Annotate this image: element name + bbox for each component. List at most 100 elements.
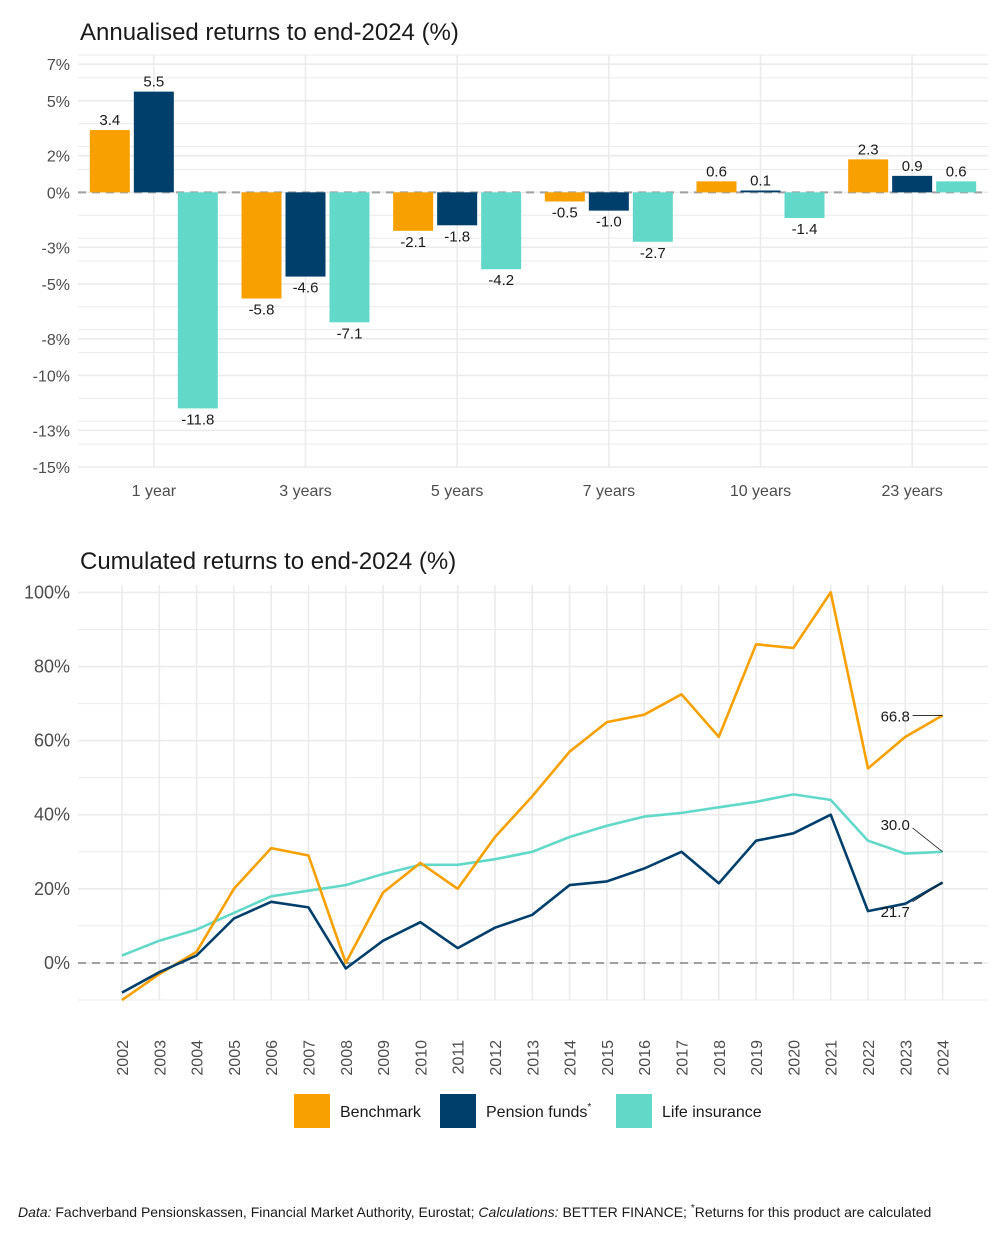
bar-x-tick-label: 1 year	[132, 483, 177, 500]
line-chart-end-labels: 66.8 21.7 30.0	[881, 708, 943, 921]
line-x-tick-label: 2008	[339, 1040, 356, 1076]
bar-data-label: 0.9	[902, 158, 923, 175]
bar-data-label: 0.6	[946, 163, 967, 180]
legend-pension-asterisk: *	[587, 1102, 591, 1113]
legend-pension-text: Pension funds	[486, 1104, 587, 1121]
end-label-pension: 21.7	[881, 904, 910, 921]
cumulated-returns-chart: Cumulated returns to end-2024 (%) 0% 20% 4…	[24, 548, 988, 1076]
line-y-tick-label: 60%	[34, 731, 70, 751]
bar-life	[632, 192, 673, 242]
line-y-tick-label: 80%	[34, 657, 70, 677]
line-x-tick-label: 2009	[376, 1040, 393, 1076]
bar-benchmark	[696, 181, 737, 193]
bar-life	[936, 181, 977, 193]
bar-chart-x-axis: 1 year 3 years 5 years 7 years 10 years 23 ye…	[132, 483, 943, 500]
line-x-tick-label: 2011	[451, 1040, 468, 1075]
bar-data-label: 0.6	[706, 163, 727, 180]
end-label-benchmark: 66.8	[881, 708, 910, 725]
line-x-tick-label: 2017	[675, 1040, 692, 1076]
line-x-tick-label: 2022	[861, 1040, 878, 1076]
bar-life	[329, 192, 370, 323]
line-x-tick-label: 2004	[190, 1040, 207, 1076]
bar-benchmark	[393, 192, 434, 231]
line-x-tick-label: 2013	[525, 1040, 542, 1076]
bar-life	[177, 192, 218, 409]
line-y-tick-label: 0%	[44, 953, 70, 973]
bar-x-tick-label: 23 years	[881, 483, 942, 500]
legend: Benchmark Pension funds* Life insurance	[294, 1094, 762, 1128]
bar-data-label: 5.5	[143, 74, 164, 91]
bar-x-tick-label: 3 years	[279, 483, 331, 500]
legend-swatch-life-insurance	[616, 1094, 652, 1128]
bar-life	[481, 192, 522, 270]
line-series-benchmark	[121, 591, 944, 1002]
line-y-tick-label: 40%	[34, 805, 70, 825]
bar-x-tick-label: 7 years	[583, 483, 635, 500]
bar-benchmark	[544, 192, 585, 202]
line-series-pension	[121, 813, 944, 994]
bar-y-tick-label: -8%	[42, 332, 70, 349]
line-chart-series	[121, 591, 944, 1002]
legend-label-life-insurance: Life insurance	[662, 1104, 762, 1121]
bar-y-tick-label: -3%	[42, 240, 70, 257]
bar-chart-data-labels: 3.4 5.5 -11.8 -5.8 -4.6 -7.1 -2.1 -1.8 -4.2 -0.5 -…	[99, 74, 966, 429]
line-chart-y-axis: 0% 20% 40% 60% 80% 100%	[24, 582, 70, 973]
line-x-tick-label: 2003	[152, 1040, 169, 1076]
bar-pension	[133, 91, 174, 193]
bar-data-label: -4.2	[488, 272, 514, 289]
bar-data-label: -7.1	[337, 325, 363, 342]
bar-data-label: 3.4	[99, 112, 120, 129]
bar-y-tick-label: 5%	[47, 94, 70, 111]
bar-data-label: 0.1	[750, 173, 771, 190]
line-x-tick-label: 2020	[786, 1040, 803, 1076]
caption-calc-label: Calculations:	[478, 1204, 558, 1220]
bar-data-label: 2.3	[858, 141, 879, 158]
line-y-tick-label: 100%	[24, 582, 70, 602]
bar-pension	[892, 175, 933, 193]
source-caption: Data: Fachverband Pensionskassen, Financ…	[18, 1203, 931, 1220]
bar-chart-bars	[89, 91, 977, 409]
bar-y-tick-label: 2%	[47, 149, 70, 166]
bar-data-label: -1.4	[792, 221, 818, 238]
bar-data-label: -0.5	[552, 204, 578, 221]
bar-data-label: -4.6	[293, 280, 319, 297]
line-x-tick-label: 2015	[600, 1040, 617, 1076]
line-x-tick-label: 2016	[637, 1040, 654, 1076]
line-x-tick-label: 2021	[824, 1040, 841, 1076]
bar-y-tick-label: -5%	[42, 277, 70, 294]
bar-x-tick-label: 10 years	[730, 483, 791, 500]
bar-y-tick-label: -10%	[33, 368, 70, 385]
line-x-tick-label: 2023	[898, 1040, 915, 1076]
caption-data-text: Fachverband Pensionskassen, Financial Ma…	[51, 1204, 478, 1220]
caption-data-label: Data:	[18, 1204, 52, 1220]
bar-data-label: -1.8	[444, 228, 470, 245]
bar-data-label: -1.0	[596, 214, 622, 231]
end-label-leader-pension	[912, 882, 943, 903]
bar-data-label: -2.7	[640, 245, 666, 262]
line-x-tick-label: 2005	[227, 1040, 244, 1076]
caption-note: Returns for this product are calculated	[695, 1204, 932, 1220]
line-chart-x-axis: 2002 2003 2004 2005 2006 2007 2008 2009 2010 2011…	[115, 1040, 953, 1076]
bar-x-tick-label: 5 years	[431, 483, 483, 500]
bar-data-label: -5.8	[249, 302, 275, 319]
bar-y-tick-label: 7%	[47, 57, 70, 74]
bar-data-label: -11.8	[181, 411, 214, 428]
caption-asterisk: *	[691, 1203, 695, 1214]
bar-y-tick-label: 0%	[47, 185, 70, 202]
bar-life	[784, 192, 825, 218]
line-series-life	[121, 793, 943, 957]
line-x-tick-label: 2019	[749, 1040, 766, 1076]
legend-label-pension-funds: Pension funds*	[486, 1102, 591, 1121]
line-x-tick-label: 2002	[115, 1040, 132, 1076]
bar-data-label: -2.1	[400, 234, 426, 251]
bar-pension	[285, 192, 326, 277]
bar-pension	[437, 192, 478, 226]
bar-pension	[588, 192, 629, 211]
line-x-tick-label: 2006	[264, 1040, 281, 1076]
bar-y-tick-label: -15%	[33, 460, 70, 477]
line-x-tick-label: 2014	[563, 1040, 580, 1076]
line-x-tick-label: 2010	[413, 1040, 430, 1076]
line-x-tick-label: 2018	[712, 1040, 729, 1076]
bar-benchmark	[241, 192, 282, 299]
